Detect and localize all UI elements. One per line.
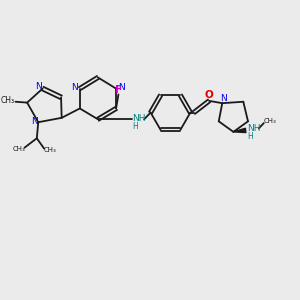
Text: N: N bbox=[118, 83, 124, 92]
Text: CH₃: CH₃ bbox=[1, 96, 15, 105]
Text: H: H bbox=[133, 122, 138, 131]
Text: NH: NH bbox=[247, 124, 261, 133]
Text: NH: NH bbox=[132, 114, 145, 123]
Polygon shape bbox=[233, 128, 246, 133]
Text: CH₃: CH₃ bbox=[13, 146, 26, 152]
Text: CH₃: CH₃ bbox=[44, 147, 56, 153]
Text: O: O bbox=[204, 90, 213, 100]
Text: N: N bbox=[31, 117, 38, 126]
Text: H: H bbox=[247, 132, 253, 141]
Text: F: F bbox=[115, 85, 122, 95]
Text: N: N bbox=[220, 94, 226, 103]
Text: CH₃: CH₃ bbox=[264, 118, 277, 124]
Text: N: N bbox=[35, 82, 42, 91]
Text: N: N bbox=[71, 83, 78, 92]
